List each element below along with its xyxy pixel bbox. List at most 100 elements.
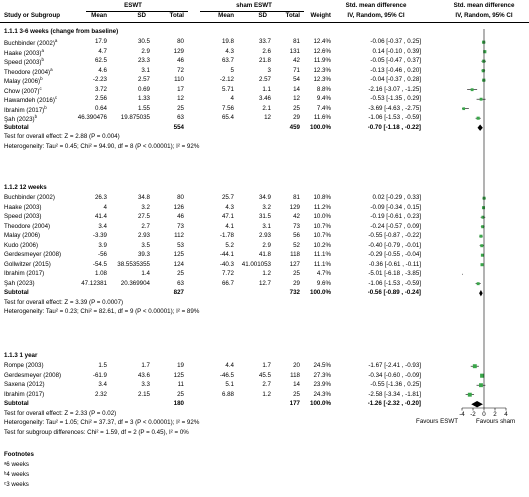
eswt-total: 126	[173, 203, 184, 211]
eswt-sd: 39.3	[137, 251, 150, 258]
eswt-mean: 2.32	[94, 390, 107, 398]
sham-mean: 6.88	[221, 390, 234, 398]
study-name: Haake (2003)	[4, 203, 42, 211]
x-tick-label: -4	[459, 411, 465, 418]
eswt-total: 112	[174, 232, 184, 239]
subtotal-weight: 100.0%	[310, 123, 331, 131]
eswt-total: 46	[177, 57, 184, 64]
study-name: Ibrahim (2017)	[4, 270, 45, 277]
sham-total: 118	[290, 371, 300, 379]
sham-sd: 1.2	[262, 270, 271, 277]
eswt-mean: 46.390476	[77, 114, 107, 121]
subtotal-ci: -1.26 [-2.32 , -0.20]	[367, 400, 421, 407]
eswt-sd: 3.2	[141, 203, 150, 211]
sham-sd: 3.2	[262, 203, 271, 211]
eswt-sd: 23.3	[137, 57, 150, 64]
sham-mean: 4.1	[225, 222, 234, 230]
study-marker	[479, 97, 483, 101]
study-weight: 4.7%	[316, 270, 331, 277]
footnote-item: ᵃ6 weeks	[4, 461, 30, 468]
sham-mean: 7.72	[221, 270, 234, 277]
sham-total: 131	[289, 47, 300, 55]
x-tick-label: -2	[470, 411, 476, 418]
favours-right: Favours sham	[476, 418, 516, 425]
study-marker	[470, 88, 474, 92]
eswt-total: 25	[177, 390, 184, 398]
sham-sd: 1.1	[262, 85, 271, 93]
sham-sd: 2.9	[262, 241, 271, 249]
study-name: Buchbinder (2002)	[4, 194, 55, 201]
subtotal-weight: 100.0%	[310, 289, 331, 296]
study-marker	[462, 107, 466, 111]
study-name: Gerdesmeyer (2008)	[4, 251, 62, 258]
sham-mean: -2.12	[219, 76, 234, 83]
sham-mean: 65.4	[221, 114, 234, 121]
overall-effect: Test for overall effect: Z = 2.88 (P = 0…	[4, 133, 120, 140]
subtotal-eswt-total: 554	[173, 123, 184, 131]
study-weight: 12.4%	[313, 38, 331, 45]
sham-total: 81	[293, 194, 300, 201]
eswt-mean: -56	[98, 251, 107, 258]
eswt-mean: 62.5	[94, 57, 107, 64]
subtotal-ci: -0.70 [-1.18 , -0.22]	[367, 123, 421, 131]
eswt-header: ESWT	[124, 2, 142, 9]
eswt-sd: 1.33	[137, 95, 150, 102]
sham-mean: 66.7	[221, 279, 234, 287]
sham-sd: 2.57	[258, 76, 271, 83]
study-weight: 12.6%	[313, 47, 331, 55]
eswt-mean: 1.5	[98, 362, 107, 369]
sham-total: 14	[293, 381, 300, 388]
header-bottom-rule	[0, 22, 529, 23]
sham-mean: 7.56	[221, 104, 234, 112]
eswt-mean: 3.4	[98, 222, 107, 230]
sham-total: 129	[289, 203, 300, 211]
study-weight: 10.8%	[313, 194, 331, 201]
sham-total: 12	[293, 95, 300, 102]
study-weight: 10.7%	[313, 232, 331, 239]
sham-sd: 3.46	[258, 95, 271, 102]
study-marker	[480, 253, 484, 257]
ci-header-left: IV, Random, 95% CI	[347, 12, 405, 19]
study-weight: 12.3%	[313, 66, 331, 74]
study-name: Gollwitzer (2015)	[4, 260, 51, 268]
study-name: Chow (2007)c	[4, 85, 42, 95]
study-col-header: Study or Subgroup	[4, 12, 61, 19]
sham-total: 42	[293, 213, 300, 220]
subgroup-test: Test for subgroup differences: Chi² = 1.…	[4, 429, 189, 436]
footnote-marker: a	[54, 38, 58, 43]
sham-sd: 2.1	[262, 104, 271, 112]
footnote-item: ᶜ3 weeks	[4, 481, 29, 488]
study-marker	[480, 263, 484, 267]
subtotal-eswt-total: 180	[173, 400, 184, 407]
study-ci: -0.34 [-0.60 , -0.09]	[368, 371, 421, 379]
sham-total: 71	[293, 66, 300, 74]
study-ci: -2.58 [-3.34 , -1.81]	[368, 390, 421, 398]
eswt-sd: 30.5	[137, 38, 150, 45]
study-marker	[479, 383, 483, 388]
sd-header-sham: SD	[258, 12, 267, 19]
footnote-marker: a	[50, 66, 53, 72]
study-weight: 10.7%	[313, 222, 331, 230]
sham-sd: 2.93	[258, 232, 271, 239]
eswt-total: 129	[173, 47, 184, 55]
study-ci: -2.16 [-3.07 , -1.25]	[368, 85, 421, 93]
group-title: 1.1.3 1 year	[4, 352, 38, 359]
eswt-mean: 47.12381	[81, 279, 107, 287]
eswt-mean: 17.9	[94, 38, 107, 45]
subtotal-eswt-total: 827	[173, 289, 184, 296]
eswt-mean: 3.9	[98, 241, 107, 249]
study-marker	[480, 244, 484, 248]
sham-mean: -46.5	[219, 371, 234, 379]
mean-header-eswt: Mean	[91, 12, 107, 19]
overall-effect: Test for overall effect: Z = 2.33 (P = 0…	[4, 409, 117, 417]
pooled-diamond	[479, 290, 483, 297]
eswt-total: 12	[177, 95, 184, 102]
sham-mean: 4.3	[225, 203, 234, 211]
study-ci: -0.19 [-0.61 , 0.23]	[370, 213, 421, 220]
sham-mean: 47.1	[221, 213, 234, 220]
study-weight: 23.9%	[313, 381, 331, 388]
eswt-sd: 2.9	[141, 47, 150, 55]
sham-sd: 3.1	[262, 222, 271, 230]
heterogeneity: Heterogeneity: Tau² = 1.05; Chi² = 37.37…	[4, 419, 200, 426]
study-ci: -1.06 [-1.53 , -0.59]	[368, 114, 421, 121]
